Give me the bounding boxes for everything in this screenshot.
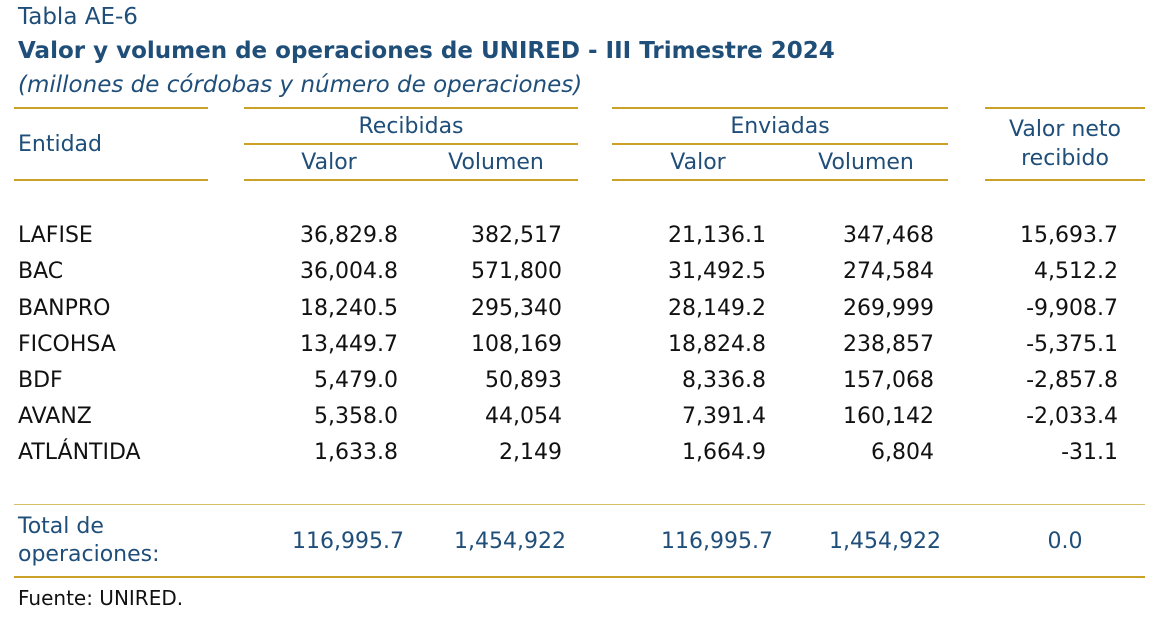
header-sent: Enviadas [730,114,830,139]
cell-net: -31.1 [1061,440,1118,465]
cell-entity: BANPRO [18,296,111,321]
cell-sent-value: 28,149.2 [668,296,766,321]
cell-received-value: 1,633.8 [314,440,398,465]
cell-received-volume: 571,800 [471,259,562,284]
cell-received-value: 5,479.0 [314,368,398,393]
cell-sent-value: 31,492.5 [668,259,766,284]
cell-sent-value: 8,336.8 [682,368,766,393]
cell-received-volume: 44,054 [485,404,562,429]
cell-entity: ATLÁNTIDA [18,440,141,465]
cell-net: -2,857.8 [1026,368,1118,393]
total-received-value: 116,995.7 [292,529,404,554]
cell-received-volume: 2,149 [499,440,562,465]
rule-net-bottom [985,179,1145,181]
cell-received-volume: 382,517 [471,223,562,248]
cell-sent-volume: 6,804 [871,440,934,465]
total-sent-value: 116,995.7 [661,529,773,554]
rule-total-top [14,504,1145,505]
cell-received-volume: 108,169 [471,332,562,357]
cell-entity: LAFISE [18,223,93,248]
cell-net: -5,375.1 [1026,332,1118,357]
header-net-line2: recibido [1021,146,1109,171]
rule-sent-top [612,107,948,109]
total-label-line2: operaciones: [18,542,160,567]
table-title: Valor y volumen de operaciones de UNIRED… [18,38,835,64]
rule-received-top [244,107,578,109]
cell-entity: FICOHSA [18,332,116,357]
total-received-volume: 1,454,922 [454,529,566,554]
rule-entity-top [14,107,208,109]
cell-sent-volume: 238,857 [843,332,934,357]
header-received-volume: Volumen [448,150,544,175]
rule-sent-mid [612,143,948,145]
header-entity: Entidad [18,132,102,157]
source-note: Fuente: UNIRED. [18,586,184,610]
cell-sent-value: 18,824.8 [668,332,766,357]
rule-net-top [985,107,1145,109]
cell-net: 15,693.7 [1020,223,1118,248]
cell-received-value: 18,240.5 [300,296,398,321]
rule-received-bottom [244,179,578,181]
cell-received-volume: 295,340 [471,296,562,321]
header-received-value: Valor [301,150,357,175]
header-sent-value: Valor [670,150,726,175]
total-net: 0.0 [1047,529,1083,554]
cell-received-value: 36,829.8 [300,223,398,248]
cell-sent-volume: 157,068 [843,368,934,393]
cell-received-value: 13,449.7 [300,332,398,357]
rule-sent-bottom [612,179,948,181]
cell-received-volume: 50,893 [485,368,562,393]
header-received: Recibidas [358,114,464,139]
cell-entity: BDF [18,368,63,393]
cell-sent-value: 21,136.1 [668,223,766,248]
cell-sent-value: 1,664.9 [682,440,766,465]
cell-entity: AVANZ [18,404,92,429]
total-sent-volume: 1,454,922 [829,529,941,554]
cell-entity: BAC [18,259,64,284]
cell-sent-volume: 269,999 [843,296,934,321]
cell-sent-value: 7,391.4 [682,404,766,429]
cell-net: -9,908.7 [1026,296,1118,321]
cell-net: -2,033.4 [1026,404,1118,429]
cell-sent-volume: 274,584 [843,259,934,284]
cell-net: 4,512.2 [1034,259,1118,284]
table-units: (millones de córdobas y número de operac… [18,72,583,98]
rule-entity-bottom [14,179,208,181]
rule-received-mid [244,143,578,145]
table-label: Tabla AE-6 [18,4,138,30]
total-label-line1: Total de [18,514,104,539]
cell-received-value: 36,004.8 [300,259,398,284]
header-net-line1: Valor neto [1009,117,1121,142]
cell-received-value: 5,358.0 [314,404,398,429]
header-sent-volume: Volumen [818,150,914,175]
rule-total-bottom [14,576,1145,578]
cell-sent-volume: 160,142 [843,404,934,429]
cell-sent-volume: 347,468 [843,223,934,248]
